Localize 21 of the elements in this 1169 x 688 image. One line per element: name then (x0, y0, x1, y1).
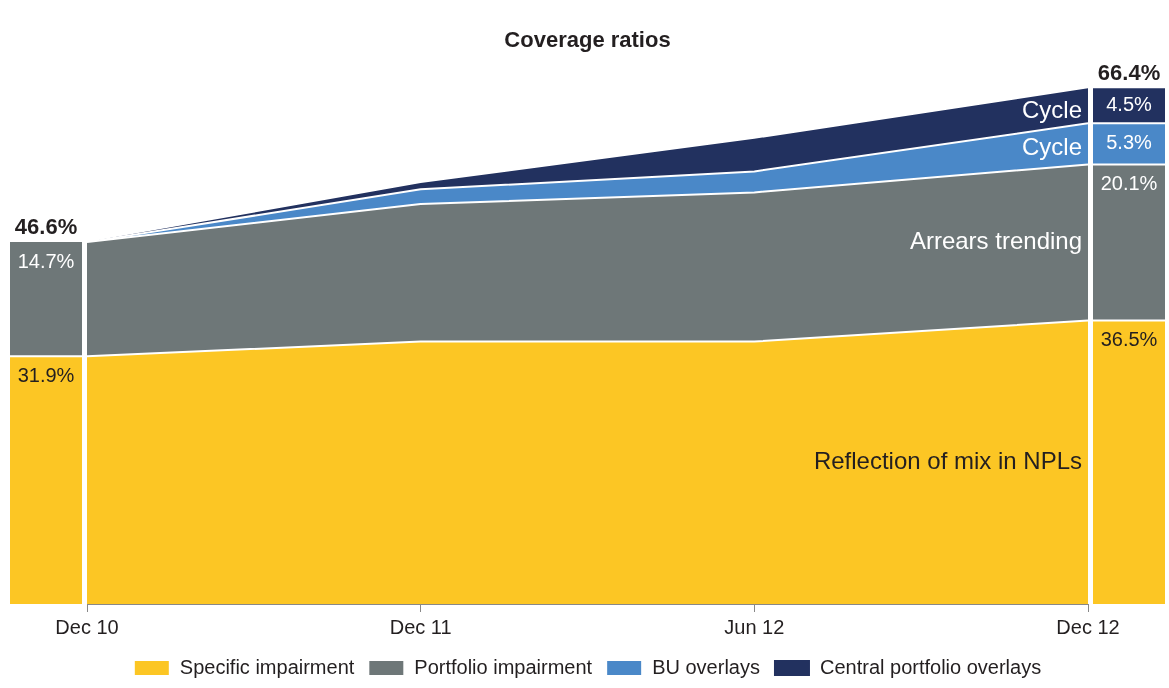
data-label: 4.5% (1106, 93, 1153, 116)
legend-label: Central portfolio overlays (819, 655, 1042, 678)
annotation: Arrears trending (909, 226, 1082, 254)
x-tick-label: Dec 12 (1056, 615, 1120, 638)
x-tick-label: Dec 11 (389, 615, 452, 638)
legend-label: Specific impairment (179, 655, 355, 678)
total-label: 46.6% (14, 214, 78, 240)
data-label: 5.3% (1106, 131, 1153, 154)
data-label: 20.1% (1100, 171, 1158, 194)
data-label: 14.7% (17, 249, 75, 272)
total-label: 66.4% (1097, 60, 1161, 86)
legend-label: BU overlays (652, 655, 760, 678)
data-label: 31.9% (17, 363, 75, 386)
chart-title: Coverage ratios (504, 27, 671, 53)
x-tick-label: Jun 12 (724, 615, 785, 638)
legend-label: Portfolio impairment (414, 655, 593, 678)
x-tick-label: Dec 10 (55, 615, 119, 638)
annotation: Reflection of mix in NPLs (813, 447, 1082, 475)
annotation: Cycle (1021, 96, 1082, 124)
data-label: 36.5% (1100, 328, 1158, 351)
annotation: Cycle (1021, 132, 1082, 160)
